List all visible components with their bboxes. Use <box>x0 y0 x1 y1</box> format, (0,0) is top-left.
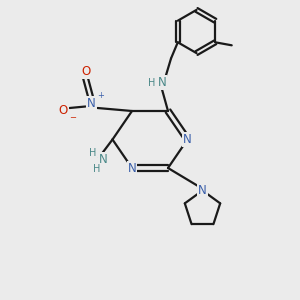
Text: N: N <box>198 184 207 197</box>
Text: N: N <box>128 161 136 175</box>
Text: O: O <box>58 104 68 118</box>
Text: N: N <box>99 153 108 167</box>
Text: −: − <box>69 113 76 122</box>
Text: +: + <box>97 92 104 100</box>
Text: O: O <box>81 65 90 79</box>
Text: N: N <box>158 76 166 89</box>
Text: N: N <box>87 97 96 110</box>
Text: H: H <box>148 77 156 88</box>
Text: H: H <box>93 164 100 175</box>
Text: H: H <box>89 148 97 158</box>
Text: N: N <box>183 133 192 146</box>
